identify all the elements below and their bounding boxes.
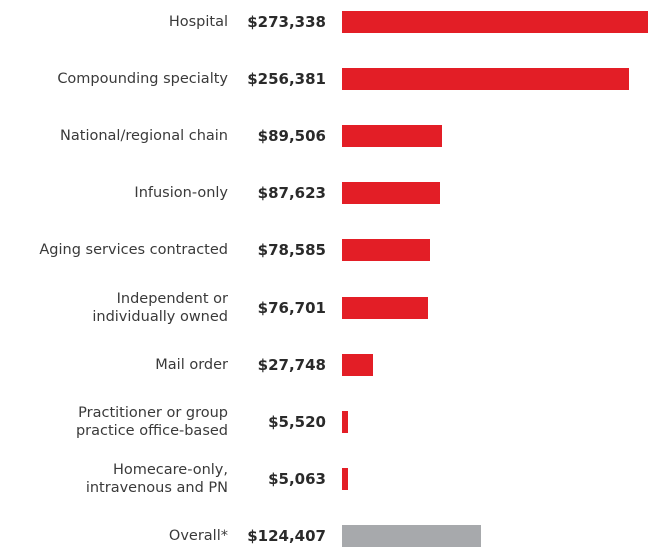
bar <box>342 68 630 91</box>
category-label: Infusion-only <box>134 185 228 202</box>
category-label: Independent or individually owned <box>92 290 228 325</box>
category-label: National/regional chain <box>60 128 228 145</box>
category-label: Compounding specialty <box>57 71 228 88</box>
value-label: $273,338 <box>247 13 326 31</box>
bar <box>342 182 441 205</box>
category-label: Mail order <box>155 356 228 373</box>
bar <box>342 239 430 262</box>
value-label: $78,585 <box>257 241 326 260</box>
category-label: Homecare-only, intravenous and PN <box>85 461 228 496</box>
value-label: $5,520 <box>268 412 326 431</box>
category-label: Overall* <box>168 527 228 544</box>
value-label: $87,623 <box>257 184 326 203</box>
value-label: $124,407 <box>247 526 326 545</box>
value-label: $5,063 <box>268 469 326 488</box>
bar <box>342 467 348 490</box>
bar <box>342 296 428 319</box>
category-label: Hospital <box>168 14 228 30</box>
bar <box>342 524 482 547</box>
bar <box>342 410 349 433</box>
value-label: $89,506 <box>257 127 326 146</box>
bar <box>342 353 374 376</box>
value-label: $27,748 <box>257 355 326 374</box>
value-label: $76,701 <box>257 298 326 317</box>
value-label: $256,381 <box>247 70 326 89</box>
bar <box>342 125 443 148</box>
bar <box>342 11 648 33</box>
category-label: Aging services contracted <box>39 242 228 259</box>
category-label: Practitioner or group practice office-ba… <box>75 404 228 439</box>
